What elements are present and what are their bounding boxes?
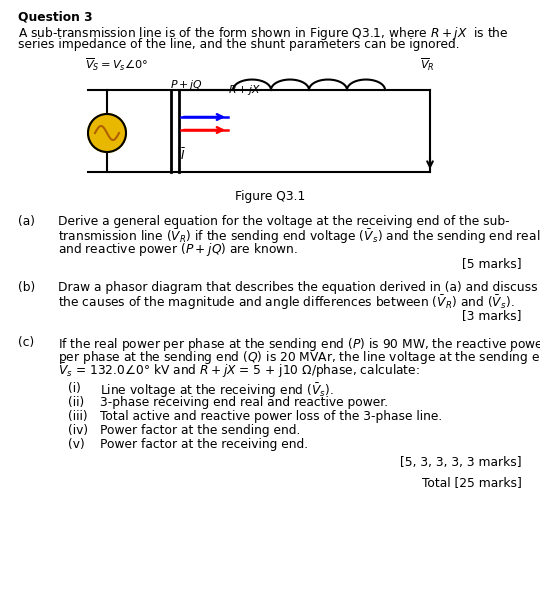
Text: [3 marks]: [3 marks] bbox=[462, 309, 522, 322]
Text: (i): (i) bbox=[68, 382, 81, 395]
Text: [5, 3, 3, 3, 3 marks]: [5, 3, 3, 3, 3 marks] bbox=[400, 456, 522, 469]
Text: $\bar{V}_s$ = 132.0$\angle$0° kV and $R + jX$ = 5 + j10 Ω/phase, calculate:: $\bar{V}_s$ = 132.0$\angle$0° kV and $R … bbox=[58, 362, 420, 380]
Text: transmission line ($\bar{V}_R$) if the sending end voltage ($\bar{V}_s$) and the: transmission line ($\bar{V}_R$) if the s… bbox=[58, 228, 540, 246]
Text: 3-phase receiving end real and reactive power.: 3-phase receiving end real and reactive … bbox=[100, 396, 388, 409]
Text: (a): (a) bbox=[18, 215, 35, 228]
Text: (v): (v) bbox=[68, 438, 85, 451]
Text: If the real power per phase at the sending end ($P$) is 90 MW, the reactive powe: If the real power per phase at the sendi… bbox=[58, 336, 540, 353]
Text: Total active and reactive power loss of the 3-phase line.: Total active and reactive power loss of … bbox=[100, 410, 442, 423]
Text: and reactive power ($P + jQ$) are known.: and reactive power ($P + jQ$) are known. bbox=[58, 241, 298, 258]
Text: Derive a general equation for the voltage at the receiving end of the sub-: Derive a general equation for the voltag… bbox=[58, 215, 510, 228]
Text: (b): (b) bbox=[18, 281, 35, 294]
Circle shape bbox=[88, 114, 126, 152]
Text: (iii): (iii) bbox=[68, 410, 87, 423]
Text: Figure Q3.1: Figure Q3.1 bbox=[235, 190, 305, 203]
Text: (ii): (ii) bbox=[68, 396, 84, 409]
Text: Total [25 marks]: Total [25 marks] bbox=[422, 476, 522, 489]
Text: series impedance of the line, and the shunt parameters can be ignored.: series impedance of the line, and the sh… bbox=[18, 38, 460, 51]
Text: (iv): (iv) bbox=[68, 424, 88, 437]
Text: Power factor at the receiving end.: Power factor at the receiving end. bbox=[100, 438, 308, 451]
Text: (c): (c) bbox=[18, 336, 34, 349]
Text: Question 3: Question 3 bbox=[18, 10, 93, 23]
Text: $\overline{V}_S = V_s\angle 0°$: $\overline{V}_S = V_s\angle 0°$ bbox=[85, 56, 148, 73]
Text: Draw a phasor diagram that describes the equation derived in (a) and discuss: Draw a phasor diagram that describes the… bbox=[58, 281, 538, 294]
Text: Power factor at the sending end.: Power factor at the sending end. bbox=[100, 424, 300, 437]
Text: $P + jQ$: $P + jQ$ bbox=[170, 78, 203, 92]
Text: $\bar{I}$: $\bar{I}$ bbox=[180, 148, 186, 164]
Text: $\overline{V}_R$: $\overline{V}_R$ bbox=[420, 56, 435, 73]
Text: Line voltage at the receiving end ($\bar{V}_s$).: Line voltage at the receiving end ($\bar… bbox=[100, 382, 334, 400]
Text: per phase at the sending end ($Q$) is 20 MVAr, the line voltage at the sending e: per phase at the sending end ($Q$) is 20… bbox=[58, 349, 540, 366]
Text: A sub-transmission line is of the form shown in Figure Q3.1, where $R + jX$  is : A sub-transmission line is of the form s… bbox=[18, 25, 509, 42]
Text: [5 marks]: [5 marks] bbox=[462, 257, 522, 270]
Text: the causes of the magnitude and angle differences between ($\bar{V}_R$) and ($\b: the causes of the magnitude and angle di… bbox=[58, 294, 515, 312]
Text: $R + jX$: $R + jX$ bbox=[228, 83, 261, 97]
